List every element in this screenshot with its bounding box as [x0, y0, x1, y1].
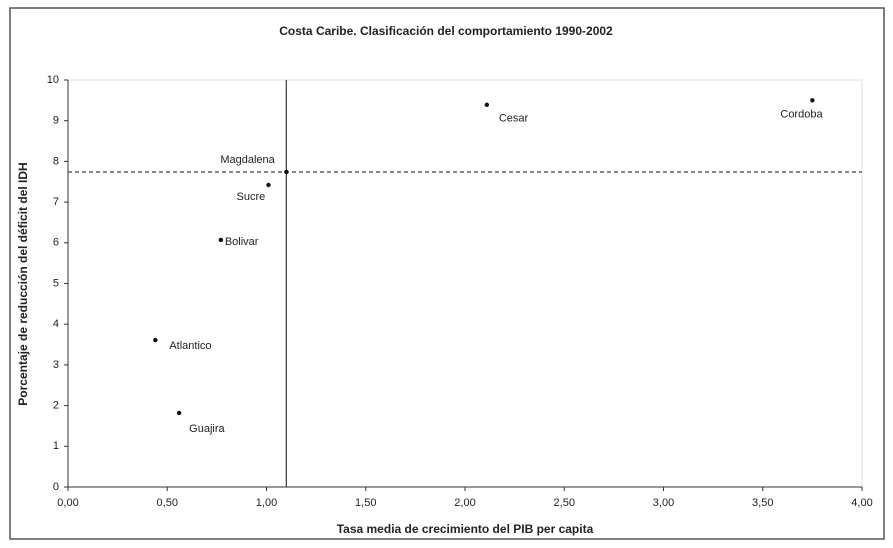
- y-tick-label: 8: [53, 155, 59, 167]
- point-label: Guajira: [189, 423, 225, 435]
- x-tick-label: 0,50: [157, 497, 178, 509]
- x-tick-label: 1,00: [256, 497, 277, 509]
- frame: [9, 7, 885, 540]
- point-label: Cesar: [499, 113, 529, 125]
- y-tick-label: 1: [53, 440, 59, 452]
- point: [284, 169, 289, 175]
- x-tick-label: 2,00: [454, 497, 475, 509]
- y-tick-label: 5: [53, 277, 59, 289]
- point: [810, 98, 815, 103]
- point: [266, 182, 271, 188]
- point: [153, 337, 158, 343]
- x-tick-label: 3,50: [752, 497, 773, 509]
- y-tick-label: 4: [53, 318, 59, 330]
- y-tick-label: 7: [53, 196, 59, 208]
- y-tick-label: 3: [53, 359, 59, 371]
- y-tick-label: 6: [53, 237, 59, 249]
- x-tick-label: 0,00: [57, 497, 78, 509]
- point-label: Magdalena: [220, 154, 275, 166]
- y-axis-label: Porcentaje de reducción del déficit del …: [16, 162, 30, 405]
- y-tick-label: 2: [53, 400, 59, 412]
- point-label: Bolivar: [225, 236, 259, 248]
- point-label: Cordoba: [780, 108, 823, 120]
- point-label: Atlantico: [169, 340, 211, 352]
- x-tick-label: 3,00: [653, 497, 674, 509]
- x-tick-label: 1,50: [355, 497, 376, 509]
- chart-title: Costa Caribe. Clasificación del comporta…: [279, 24, 613, 38]
- x-tick-label: 4,00: [851, 497, 872, 509]
- point-label: Sucre: [236, 191, 265, 203]
- point: [484, 102, 490, 108]
- x-axis-label: Tasa media de crecimiento del PIB per ca…: [337, 522, 594, 536]
- point: [218, 237, 224, 243]
- point: [176, 410, 182, 416]
- y-tick-label: 0: [53, 481, 59, 493]
- y-tick-label: 9: [53, 115, 59, 127]
- x-tick-label: 2,50: [554, 497, 575, 509]
- y-tick-label: 10: [47, 74, 59, 86]
